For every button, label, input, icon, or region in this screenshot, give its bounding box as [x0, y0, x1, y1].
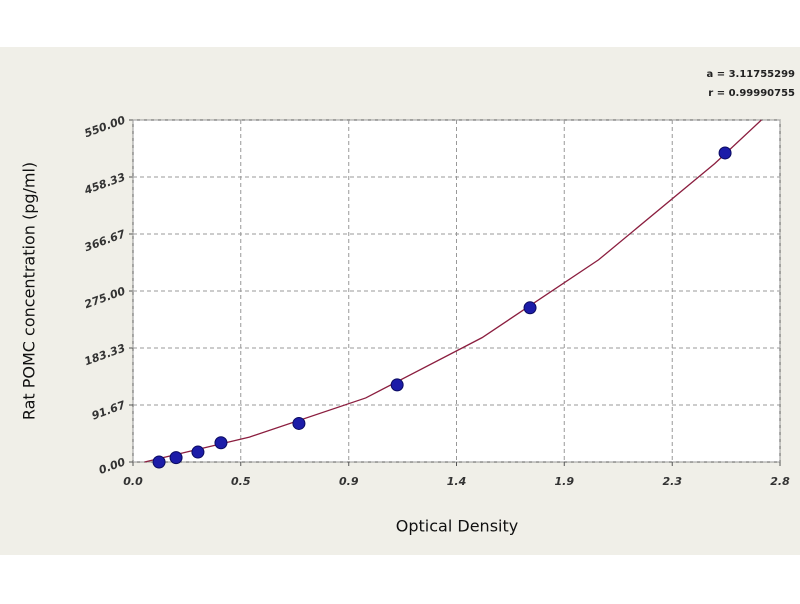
- data-point: [169, 451, 183, 465]
- data-point: [191, 445, 205, 459]
- x-tick-label: 2.3: [662, 475, 682, 488]
- data-point: [523, 301, 537, 315]
- x-tick-label: 2.8: [770, 475, 790, 488]
- data-point: [390, 378, 404, 392]
- fit-curve: [144, 119, 762, 463]
- x-tick-label: 0.5: [231, 475, 251, 488]
- x-tick-label: 1.4: [447, 475, 467, 488]
- annotation: a = 3.11755299: [706, 69, 795, 80]
- x-axis-title: Optical Density: [396, 517, 518, 536]
- data-point: [292, 416, 306, 430]
- annotation: r = 0.99990755: [708, 88, 795, 99]
- data-point: [152, 455, 166, 469]
- data-point: [214, 436, 228, 450]
- x-tick-label: 1.9: [555, 475, 575, 488]
- y-axis-title: Rat POMC concentration (pg/ml): [20, 162, 39, 420]
- x-tick-label: 0.0: [123, 475, 143, 488]
- data-point: [718, 146, 732, 160]
- x-tick-label: 0.9: [339, 475, 359, 488]
